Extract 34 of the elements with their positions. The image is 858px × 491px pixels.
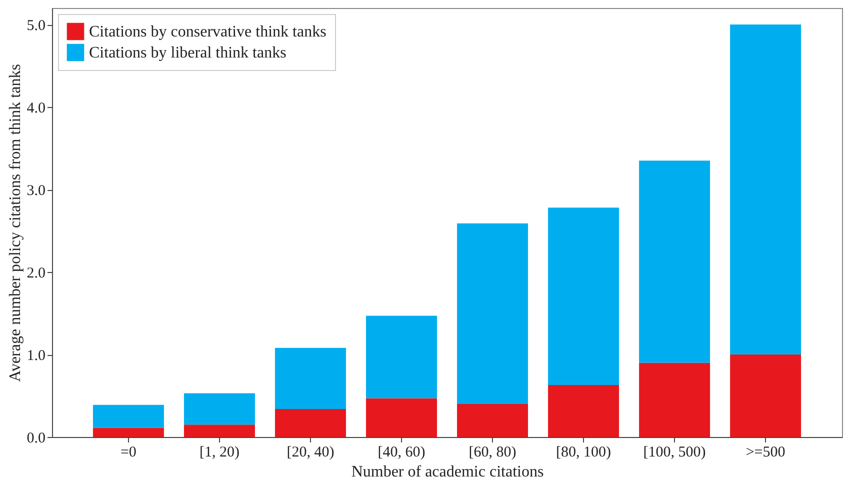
bar <box>92 404 164 428</box>
bar <box>184 393 255 425</box>
y-tick-label: 2.0 <box>26 266 46 282</box>
bar <box>92 428 164 437</box>
bar <box>366 316 437 398</box>
legend-label: Citations by liberal think tanks <box>89 44 286 62</box>
x-tick-label: [40, 60) <box>378 444 426 460</box>
x-tick-label: [100, 500) <box>643 444 706 460</box>
x-tick-label: [80, 100) <box>556 444 612 460</box>
bar <box>274 348 346 409</box>
y-tick-label: 4.0 <box>26 100 46 116</box>
bar <box>184 424 255 437</box>
x-axis-title: Number of academic citations <box>351 464 544 480</box>
y-tick-label: 0.0 <box>26 430 46 446</box>
legend-label: Citations by conservative think tanks <box>89 24 326 40</box>
bar <box>366 398 437 437</box>
bar <box>457 404 528 437</box>
x-tick-label: >=500 <box>746 444 786 460</box>
bar <box>548 385 620 437</box>
bar <box>639 362 710 437</box>
bar <box>730 354 802 437</box>
y-tick-label: 3.0 <box>26 183 46 199</box>
y-tick-label: 1.0 <box>26 348 46 364</box>
y-tick-label: 5.0 <box>26 18 46 34</box>
x-tick-label: [60, 80) <box>468 444 516 460</box>
x-tick-label: [1, 20) <box>199 444 240 460</box>
bar <box>548 208 620 386</box>
bar <box>274 408 346 437</box>
x-tick-label: =0 <box>120 444 136 460</box>
bar <box>457 223 528 404</box>
bar <box>639 160 710 363</box>
bar <box>730 24 802 354</box>
x-tick-label: [20, 40) <box>286 444 334 460</box>
y-axis-title: Average number policy citations from think tanks <box>6 64 24 382</box>
